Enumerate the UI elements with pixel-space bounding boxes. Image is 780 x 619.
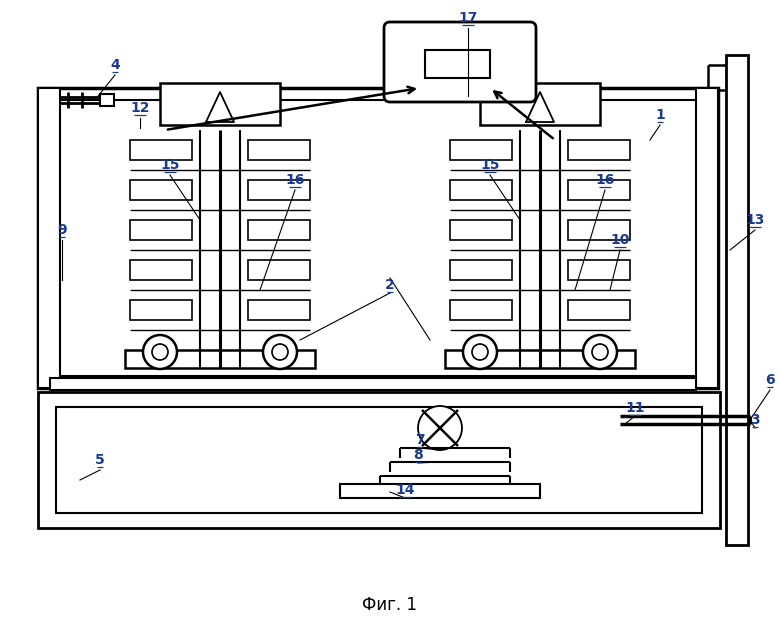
Circle shape bbox=[272, 344, 288, 360]
Bar bbox=[568, 180, 630, 200]
Bar bbox=[248, 260, 310, 280]
Text: 12: 12 bbox=[130, 101, 150, 115]
Text: 15: 15 bbox=[160, 158, 179, 172]
Circle shape bbox=[418, 406, 462, 450]
Bar bbox=[248, 180, 310, 200]
Bar bbox=[130, 300, 192, 320]
Circle shape bbox=[472, 344, 488, 360]
Text: 14: 14 bbox=[395, 483, 415, 497]
Text: 11: 11 bbox=[626, 401, 645, 415]
Text: 10: 10 bbox=[610, 233, 629, 247]
Bar bbox=[568, 300, 630, 320]
Bar bbox=[248, 300, 310, 320]
Circle shape bbox=[592, 344, 608, 360]
Bar bbox=[50, 378, 696, 390]
Text: 3: 3 bbox=[750, 413, 760, 427]
Text: 9: 9 bbox=[57, 223, 67, 237]
Bar bbox=[130, 140, 192, 160]
Circle shape bbox=[143, 335, 177, 369]
Bar bbox=[160, 83, 280, 125]
Text: 2: 2 bbox=[385, 278, 395, 292]
Bar bbox=[340, 484, 540, 498]
Text: 1: 1 bbox=[655, 108, 665, 122]
Text: 6: 6 bbox=[765, 373, 775, 387]
Circle shape bbox=[152, 344, 168, 360]
Bar bbox=[248, 140, 310, 160]
Text: 16: 16 bbox=[285, 173, 305, 187]
Bar bbox=[450, 140, 512, 160]
Bar bbox=[568, 220, 630, 240]
Bar bbox=[445, 350, 635, 368]
Bar bbox=[130, 220, 192, 240]
Bar bbox=[450, 180, 512, 200]
Bar bbox=[450, 260, 512, 280]
Text: 7: 7 bbox=[415, 433, 425, 447]
Bar bbox=[696, 88, 718, 388]
Text: 5: 5 bbox=[95, 453, 105, 467]
Text: 13: 13 bbox=[746, 213, 764, 227]
Bar bbox=[125, 350, 315, 368]
Bar bbox=[38, 88, 718, 388]
Text: 16: 16 bbox=[595, 173, 615, 187]
Bar bbox=[130, 260, 192, 280]
Circle shape bbox=[463, 335, 497, 369]
Bar bbox=[38, 392, 720, 528]
FancyBboxPatch shape bbox=[384, 22, 536, 102]
Bar bbox=[56, 407, 702, 513]
Circle shape bbox=[263, 335, 297, 369]
Bar bbox=[100, 94, 114, 106]
Bar bbox=[568, 140, 630, 160]
Text: 8: 8 bbox=[413, 448, 423, 462]
Bar bbox=[450, 220, 512, 240]
Text: 17: 17 bbox=[459, 11, 477, 25]
Circle shape bbox=[583, 335, 617, 369]
Bar bbox=[50, 100, 706, 376]
Bar bbox=[568, 260, 630, 280]
Bar bbox=[38, 88, 60, 388]
Bar bbox=[248, 220, 310, 240]
Bar bbox=[425, 50, 490, 78]
Text: Фиг. 1: Фиг. 1 bbox=[363, 596, 417, 614]
Text: 4: 4 bbox=[110, 58, 120, 72]
Bar bbox=[450, 300, 512, 320]
Text: 15: 15 bbox=[480, 158, 500, 172]
Bar bbox=[130, 180, 192, 200]
Bar bbox=[480, 83, 600, 125]
Bar bbox=[726, 55, 748, 545]
